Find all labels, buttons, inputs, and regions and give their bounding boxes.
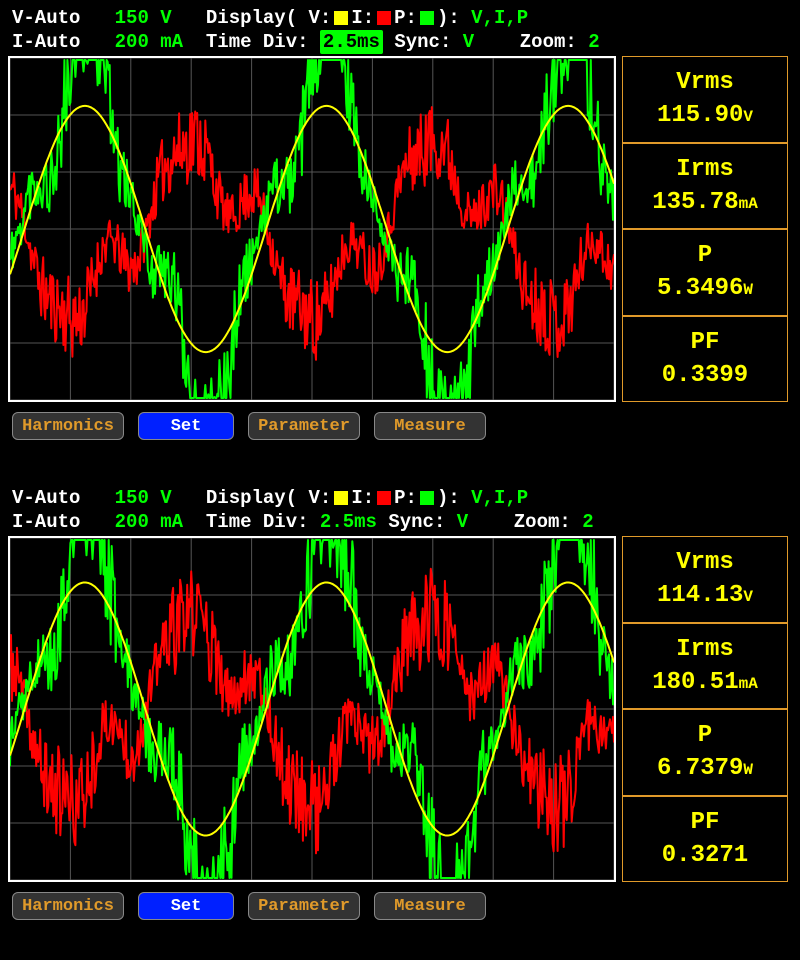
measurement-label: Vrms — [676, 69, 734, 96]
measurement-vrms: Vrms 115.90V — [622, 56, 788, 143]
measurement-value: 0.3271 — [662, 842, 748, 869]
legend-p-swatch — [420, 11, 434, 25]
measure-button[interactable]: Measure — [374, 892, 486, 920]
i-auto-unit: mA — [160, 510, 183, 534]
measurement-value: 6.7379 — [657, 755, 743, 782]
measure-button[interactable]: Measure — [374, 412, 486, 440]
v-auto-unit: V — [160, 6, 171, 30]
v-auto-value: 150 — [115, 6, 149, 30]
time-div-label: Time Div: — [206, 510, 309, 534]
sync-label: Sync: — [394, 30, 451, 54]
measurement-pf: PF 0.3399 — [622, 316, 788, 403]
legend-v-swatch — [334, 11, 348, 25]
measurement-unit: mA — [739, 195, 758, 213]
measurement-value: 114.13 — [657, 582, 743, 609]
legend-p-swatch — [420, 491, 434, 505]
legend-v-swatch — [334, 491, 348, 505]
measurement-unit: W — [743, 761, 753, 779]
measurement-unit: W — [743, 281, 753, 299]
measurement-label: PF — [691, 329, 720, 356]
v-auto-label: V-Auto — [12, 486, 80, 510]
measurement-unit: mA — [739, 675, 758, 693]
zoom-label: Zoom: — [514, 510, 571, 534]
legend-i-swatch — [377, 491, 391, 505]
time-div-value[interactable]: 2.5ms — [320, 510, 377, 534]
scope-panel-0: V-Auto 150 V Display( V: I: P: ): V,I,PI… — [0, 0, 800, 480]
measurement-label: PF — [691, 809, 720, 836]
measurement-p: P 5.3496W — [622, 229, 788, 316]
display-label: Display( V: — [206, 6, 331, 30]
zoom-value: 2 — [582, 510, 593, 534]
measurement-unit: V — [743, 108, 753, 126]
parameter-button[interactable]: Parameter — [248, 412, 360, 440]
i-auto-label: I-Auto — [12, 30, 80, 54]
v-auto-label: V-Auto — [12, 6, 80, 30]
waveform-plot[interactable] — [8, 536, 616, 882]
sync-value: V — [457, 510, 468, 534]
legend-i-swatch — [377, 11, 391, 25]
display-modes: V,I,P — [471, 486, 528, 510]
button-bar: Harmonics Set Parameter Measure — [0, 882, 800, 920]
i-auto-unit: mA — [160, 30, 183, 54]
v-auto-value: 150 — [115, 486, 149, 510]
time-div-label: Time Div: — [206, 30, 309, 54]
display-label: Display( V: — [206, 486, 331, 510]
measurement-p: P 6.7379W — [622, 709, 788, 796]
scope-header: V-Auto 150 V Display( V: I: P: ): V,I,PI… — [0, 0, 800, 56]
measurement-unit: V — [743, 588, 753, 606]
i-auto-label: I-Auto — [12, 510, 80, 534]
button-bar: Harmonics Set Parameter Measure — [0, 402, 800, 440]
measurement-label: P — [698, 242, 712, 269]
sync-value: V — [463, 30, 474, 54]
measurement-value: 180.51 — [652, 669, 738, 696]
measurement-label: Irms — [676, 156, 734, 183]
scope-panel-1: V-Auto 150 V Display( V: I: P: ): V,I,PI… — [0, 480, 800, 960]
measurements-sidebar: Vrms 114.13V Irms 180.51mA P 6.7379W PF 0.3271 — [622, 536, 788, 882]
zoom-value: 2 — [588, 30, 599, 54]
set-button[interactable]: Set — [138, 892, 234, 920]
measurement-vrms: Vrms 114.13V — [622, 536, 788, 623]
measurement-value: 115.90 — [657, 102, 743, 129]
measurement-label: P — [698, 722, 712, 749]
measurement-value: 135.78 — [652, 189, 738, 216]
measurement-label: Irms — [676, 636, 734, 663]
measurement-irms: Irms 180.51mA — [622, 623, 788, 710]
measurement-label: Vrms — [676, 549, 734, 576]
harmonics-button[interactable]: Harmonics — [12, 412, 124, 440]
waveform-plot[interactable] — [8, 56, 616, 402]
parameter-button[interactable]: Parameter — [248, 892, 360, 920]
i-auto-value: 200 — [115, 30, 149, 54]
set-button[interactable]: Set — [138, 412, 234, 440]
time-div-value[interactable]: 2.5ms — [320, 30, 383, 54]
sync-label: Sync: — [388, 510, 445, 534]
i-auto-value: 200 — [115, 510, 149, 534]
measurement-value: 5.3496 — [657, 275, 743, 302]
v-auto-unit: V — [160, 486, 171, 510]
measurement-pf: PF 0.3271 — [622, 796, 788, 883]
display-modes: V,I,P — [471, 6, 528, 30]
measurements-sidebar: Vrms 115.90V Irms 135.78mA P 5.3496W PF 0.3399 — [622, 56, 788, 402]
zoom-label: Zoom: — [520, 30, 577, 54]
scope-header: V-Auto 150 V Display( V: I: P: ): V,I,PI… — [0, 480, 800, 536]
measurement-value: 0.3399 — [662, 362, 748, 389]
harmonics-button[interactable]: Harmonics — [12, 892, 124, 920]
measurement-irms: Irms 135.78mA — [622, 143, 788, 230]
